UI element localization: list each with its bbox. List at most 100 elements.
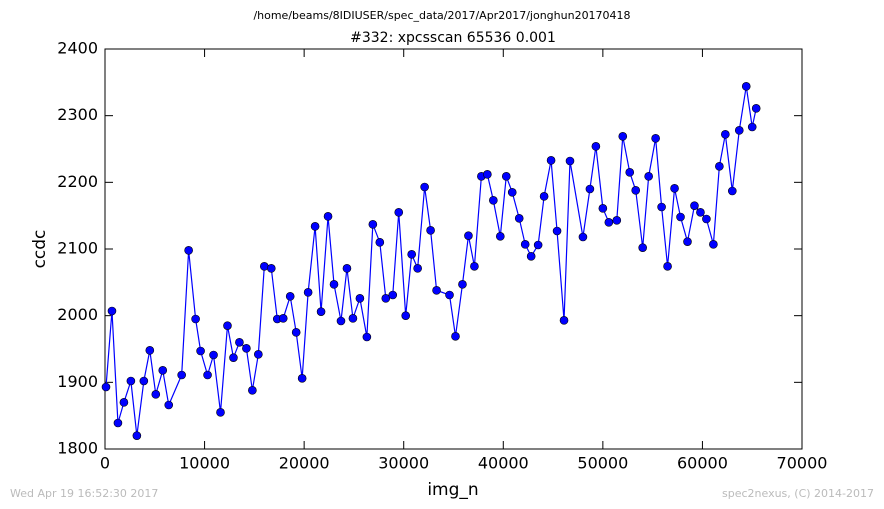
data-point [520,240,530,249]
data-point [651,134,660,143]
data-point [348,314,358,323]
data-line [105,86,757,436]
data-point [644,172,653,181]
data-point [248,386,257,395]
data-point [578,232,588,242]
data-point [329,280,339,289]
data-point [663,262,672,271]
data-point [158,366,168,375]
data-point [734,126,744,135]
data-point [631,186,641,195]
data-point [184,246,193,255]
data-point [657,202,666,212]
data-point [235,338,244,347]
data-point [407,250,416,259]
data-point [507,188,517,197]
data-point [101,382,111,392]
data-point [747,122,757,132]
footer-right: spec2nexus, (C) 2014-2017 [722,487,874,500]
y-tick-label: 2400 [57,39,98,58]
data-point [355,294,365,303]
data-point [420,182,429,192]
chart-title: #332: xpcsscan 65536 0.001 [350,30,556,46]
data-point [690,201,699,210]
data-point [203,370,212,380]
data-point [394,208,404,217]
data-point [291,328,301,337]
data-point [676,212,685,222]
y-tick-label: 1800 [57,439,98,458]
data-point [559,316,569,325]
x-tick-label: 60000 [677,454,728,473]
suptitle: /home/beams/8IDIUSER/spec_data/2017/Apr2… [253,9,630,22]
data-point [585,184,595,194]
data-point [285,292,295,301]
data-point [216,408,225,417]
data-point [552,226,562,236]
y-tick-label: 1900 [57,372,98,391]
y-tick-label: 2300 [57,105,98,124]
data-point [368,220,378,229]
data-point [151,390,161,399]
data-point [514,214,524,223]
data-point [612,216,622,225]
data-point [591,142,601,151]
data-point [323,212,333,221]
y-tick-label: 2200 [57,172,98,191]
x-tick-label: 70000 [777,454,828,473]
data-point [670,184,679,193]
data-point [625,168,635,177]
data-point [139,376,149,386]
data-point [432,286,441,295]
data-point [310,222,320,231]
data-point [526,252,536,261]
x-axis-label: img_n [427,480,478,500]
data-point [336,316,346,326]
x-tick-label: 30000 [378,454,429,473]
data-point [489,196,498,205]
data-point [721,130,730,139]
data-point [565,156,575,166]
data-point [413,264,422,273]
data-point [751,104,761,113]
data-point [388,290,398,300]
x-tick-label: 10000 [179,454,230,473]
data-point [191,314,200,324]
footer-left: Wed Apr 19 16:52:30 2017 [10,487,158,500]
data-point [113,418,123,428]
x-tick-label: 20000 [279,454,330,473]
data-point [539,192,549,201]
data-point [495,232,505,241]
data-point [470,262,479,271]
data-point [458,280,467,289]
data-point [132,431,142,440]
data-point [702,214,711,224]
data-point [451,332,460,341]
data-point [604,218,614,227]
data-point [177,370,186,380]
data-point [381,294,391,303]
data-point [209,350,218,360]
data-point [401,311,411,320]
data-point [196,346,205,356]
data-point [426,226,435,235]
plot-frame [104,48,803,450]
data-point [164,400,174,410]
data-point [342,264,352,273]
x-tick-label: 0 [100,454,110,473]
data-point [464,231,473,240]
data-point [266,264,276,273]
data-point [533,240,543,250]
x-tick-label: 50000 [577,454,628,473]
y-axis-label: ccdc [30,230,50,269]
data-point [727,186,737,196]
data-point [223,321,232,330]
data-point [145,346,155,355]
x-tick-label: 40000 [478,454,529,473]
data-point [254,350,263,359]
data-point [618,132,628,141]
data-point [362,332,372,342]
data-point [741,82,751,91]
data-point [683,237,692,246]
